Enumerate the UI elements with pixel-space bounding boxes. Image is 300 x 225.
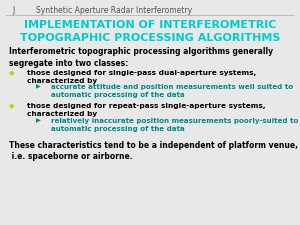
Text: TOPOGRAPHIC PROCESSING ALGORITHMS: TOPOGRAPHIC PROCESSING ALGORITHMS (20, 33, 280, 43)
Text: Synthetic Aperture Radar Interferometry: Synthetic Aperture Radar Interferometry (36, 6, 192, 15)
Text: J: J (12, 6, 14, 15)
Text: accurate attitude and position measurements well suited to
automatic processing : accurate attitude and position measureme… (51, 84, 293, 98)
Text: those designed for single-pass dual-aperture systems,
characterized by: those designed for single-pass dual-aper… (27, 70, 256, 84)
Text: ◆: ◆ (9, 70, 15, 76)
Text: those designed for repeat-pass single-aperture systems,
characterized by: those designed for repeat-pass single-ap… (27, 104, 266, 117)
Text: relatively inaccurate position measurements poorly-suited to
automatic processin: relatively inaccurate position measureme… (51, 118, 298, 132)
Text: ▶: ▶ (36, 84, 41, 89)
Text: These characteristics tend to be a independent of platform venue,
 i.e. spacebor: These characteristics tend to be a indep… (9, 141, 298, 161)
Text: ◆: ◆ (9, 104, 15, 110)
Text: Interferometric topographic processing algorithms generally
segregate into two c: Interferometric topographic processing a… (9, 47, 273, 68)
Text: IMPLEMENTATION OF INTERFEROMETRIC: IMPLEMENTATION OF INTERFEROMETRIC (24, 20, 276, 30)
Text: ▶: ▶ (36, 118, 41, 123)
